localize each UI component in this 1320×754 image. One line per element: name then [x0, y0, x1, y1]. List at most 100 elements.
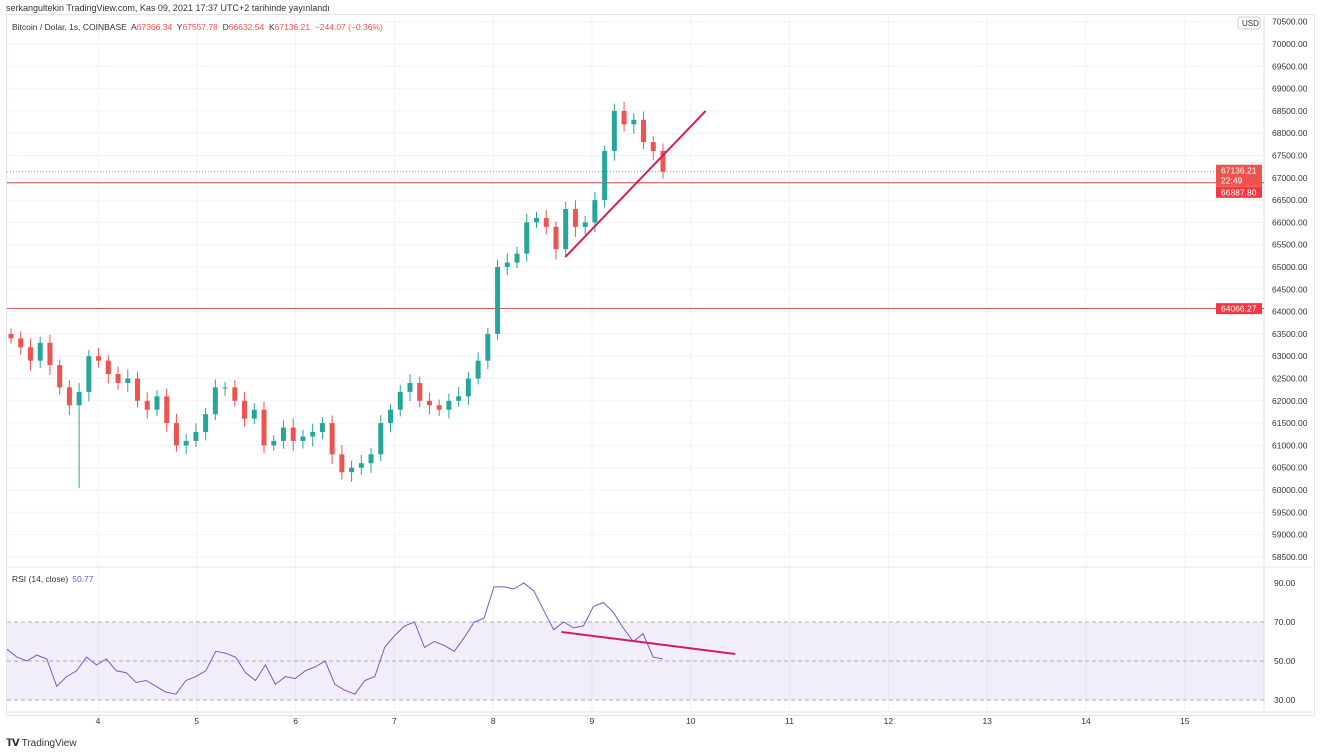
hline1-badge-bg	[1216, 186, 1262, 198]
rsi-line	[6, 582, 664, 695]
candle-body	[592, 200, 598, 223]
price-tick-label: 67500.00	[1272, 151, 1308, 161]
price-tick-label: 60500.00	[1272, 463, 1308, 473]
candle-body	[105, 360, 111, 375]
price-tick-label: 69000.00	[1272, 84, 1308, 94]
price-tick-label: 69500.00	[1272, 61, 1308, 71]
candle-body	[212, 387, 218, 415]
candle-body	[456, 396, 462, 401]
price-tick-label: 60000.00	[1272, 485, 1308, 495]
price-tick-label: 68500.00	[1272, 106, 1308, 116]
low-value: 66632.54	[228, 22, 265, 32]
rsi-tick-label: 70.00	[1274, 617, 1296, 627]
candle-body	[650, 142, 656, 152]
candle-body	[66, 387, 72, 406]
rsi-name: RSI (14, close)	[12, 574, 69, 584]
price-tick-label: 66500.00	[1272, 195, 1308, 205]
countdown-label: 22:49	[1221, 176, 1243, 186]
high-label: Y	[176, 22, 183, 32]
candle-body	[465, 378, 471, 397]
candle-body	[57, 365, 63, 388]
symbol-name: Bitcoin / Dolar, 1s, COINBASE	[12, 22, 127, 32]
chart-frame	[6, 14, 1315, 716]
time-tick-label: 9	[590, 716, 595, 726]
time-tick-label: 15	[1180, 716, 1190, 726]
price-tick-label: 62000.00	[1272, 396, 1308, 406]
price-tick-label: 64000.00	[1272, 307, 1308, 317]
rsi-tick-label: 30.00	[1274, 695, 1296, 705]
candle-body	[641, 119, 647, 143]
candle-body	[388, 409, 394, 424]
rsi-trendline[interactable]	[561, 630, 736, 655]
price-tick-label: 63500.00	[1272, 329, 1308, 339]
candle-body	[154, 396, 160, 410]
candle-body	[8, 333, 14, 339]
candle-body	[339, 454, 345, 473]
low-label: D	[222, 22, 229, 32]
tradingview-logo[interactable]: 𝗧𝗩 TradingView	[6, 738, 77, 749]
time-tick-label: 10	[686, 716, 696, 726]
candle-body	[164, 396, 170, 424]
price-tick-label: 65500.00	[1272, 240, 1308, 250]
candle-body	[504, 262, 510, 267]
candle-body	[242, 400, 248, 419]
time-tick-label: 7	[392, 716, 397, 726]
rsi-legend: RSI (14, close) 50.77	[12, 574, 94, 584]
price-tick-label: 70000.00	[1272, 39, 1308, 49]
candle-body	[563, 209, 569, 250]
price-tick-label: 61000.00	[1272, 440, 1308, 450]
candle-body	[86, 356, 92, 392]
candle-body	[485, 333, 491, 361]
candle-body	[621, 110, 627, 125]
price-tick-label: 67000.00	[1272, 173, 1308, 183]
candle-body	[582, 222, 588, 227]
time-tick-label: 12	[884, 716, 894, 726]
candle-body	[417, 382, 423, 401]
candle-body	[329, 423, 335, 455]
candle-body	[232, 387, 238, 401]
price-tick-label: 61500.00	[1272, 418, 1308, 428]
candle-body	[524, 222, 530, 254]
candle-body	[446, 400, 452, 410]
candle-body	[183, 440, 189, 446]
close-value: 67136.21	[274, 22, 311, 32]
price-tick-label: 66000.00	[1272, 217, 1308, 227]
candle-body	[222, 387, 228, 389]
price-tick-label: 65000.00	[1272, 262, 1308, 272]
time-tick-label: 8	[491, 716, 496, 726]
candle-body	[358, 463, 364, 468]
price-tick-label: 58500.00	[1272, 552, 1308, 562]
price-tick-label: 59500.00	[1272, 507, 1308, 517]
candle-body	[27, 347, 33, 361]
candle-body	[76, 391, 82, 406]
candle-body	[436, 405, 442, 410]
candle-body	[135, 378, 141, 401]
time-tick-label: 6	[293, 716, 298, 726]
candle-body	[572, 209, 578, 227]
currency-label[interactable]: USD	[1242, 19, 1259, 28]
change-value: −244.07 (−0.36%)	[314, 22, 383, 32]
candle-body	[37, 342, 43, 361]
candle-body	[475, 360, 481, 379]
candle-body	[300, 436, 306, 441]
candle-body	[115, 374, 121, 383]
candle-body	[290, 427, 296, 441]
candle-body	[310, 432, 316, 437]
time-tick-label: 14	[1081, 716, 1091, 726]
price-tick-label: 68000.00	[1272, 128, 1308, 138]
candle-body	[514, 253, 520, 263]
symbol-legend: Bitcoin / Dolar, 1s, COINBASE A67366.34 …	[12, 22, 383, 32]
rsi-band-fill	[7, 622, 1264, 700]
candle-body	[631, 119, 637, 125]
last-price-badge-bg	[1216, 164, 1262, 187]
open-label: A	[131, 22, 137, 32]
price-trendline[interactable]	[564, 110, 707, 258]
candle-body	[378, 423, 384, 455]
candle-body	[47, 342, 53, 366]
candle-body	[495, 267, 501, 334]
price-tick-label: 70500.00	[1272, 17, 1308, 27]
candle-body	[407, 382, 413, 392]
candle-body	[660, 151, 666, 172]
hline1-price-label: 66887.80	[1221, 187, 1257, 197]
